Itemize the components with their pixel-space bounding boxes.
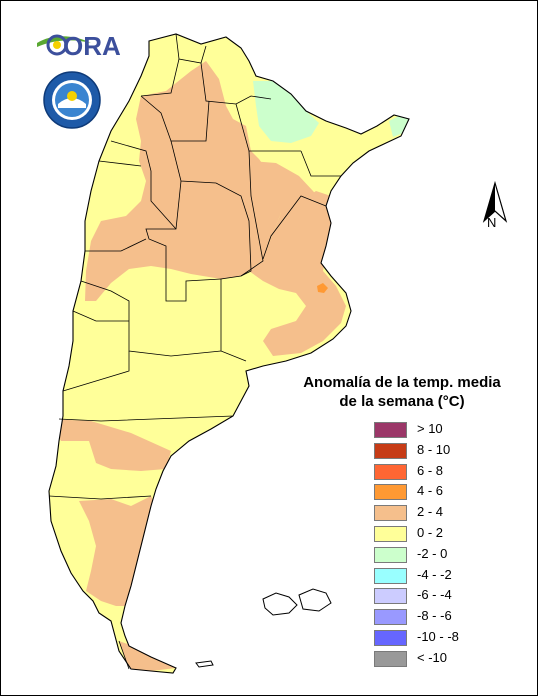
argentina-outline xyxy=(48,33,410,674)
legend-label: > 10 xyxy=(417,421,443,436)
isla-de-los-estados xyxy=(195,660,214,668)
region-2-4-northeast xyxy=(286,191,331,251)
smn-seal-logo xyxy=(42,70,102,130)
ora-logo-text: ORA xyxy=(63,31,121,61)
legend-swatch xyxy=(374,546,407,563)
legend-swatch xyxy=(374,567,407,584)
legend-swatch xyxy=(374,588,407,605)
legend-title-line2: de la semana (°C) xyxy=(339,393,465,410)
legend-swatch xyxy=(374,463,407,480)
legend-swatch xyxy=(374,484,407,501)
malvinas-islands xyxy=(262,588,332,616)
region-2-4-south xyxy=(49,419,171,471)
legend-label: -4 - -2 xyxy=(417,566,452,582)
legend-swatch xyxy=(374,442,407,459)
legend-title-line1: Anomalía de la temp. media xyxy=(303,374,501,391)
legend-label: -10 - -8 xyxy=(417,628,459,644)
legend-label: -8 - -6 xyxy=(417,608,452,624)
region-4-6-spot xyxy=(317,283,328,293)
legend-swatch xyxy=(374,422,407,438)
region-neg2-0-northeast xyxy=(253,81,319,143)
legend-title: Anomalía de la temp. media de la semana … xyxy=(293,373,511,411)
legend-swatch xyxy=(374,505,407,522)
legend-swatch xyxy=(374,525,407,542)
legend-label: 8 - 10 xyxy=(417,441,451,457)
region-2-4-tierra-del-fuego xyxy=(119,641,176,671)
legend-label: 4 - 6 xyxy=(417,483,444,499)
legend-label: 2 - 4 xyxy=(417,504,444,520)
legend-label: -6 - -4 xyxy=(417,587,452,603)
legend-label: < -10 xyxy=(417,649,447,665)
legend-swatch xyxy=(374,650,407,667)
legend-label: 0 - 2 xyxy=(417,524,444,540)
legend-label: 6 - 8 xyxy=(417,462,444,478)
north-arrow-icon xyxy=(482,180,508,223)
legend-label: -2 - 0 xyxy=(417,545,448,561)
region-neg2-0-misiones xyxy=(389,115,409,137)
legend-swatch xyxy=(374,629,407,646)
north-label: N xyxy=(487,215,497,230)
legend-swatch xyxy=(374,609,407,626)
ora-logo: ORA xyxy=(35,29,121,63)
province-boundaries xyxy=(48,33,341,670)
